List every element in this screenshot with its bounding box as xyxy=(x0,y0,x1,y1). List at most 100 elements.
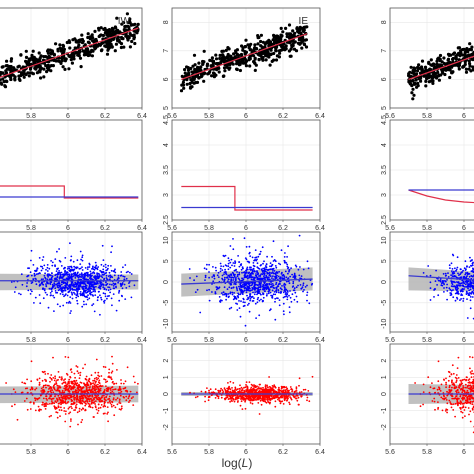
data-point xyxy=(113,270,115,273)
data-point xyxy=(186,66,190,70)
data-point xyxy=(248,310,251,313)
data-point xyxy=(437,74,441,78)
data-point xyxy=(100,275,102,277)
data-point xyxy=(248,54,253,58)
data-point xyxy=(89,406,92,408)
data-point xyxy=(69,376,72,379)
data-point xyxy=(79,267,82,270)
data-point xyxy=(38,284,41,287)
data-point xyxy=(101,244,104,247)
plot-area-row3-col2 xyxy=(172,232,320,332)
data-point xyxy=(58,46,62,50)
data-point xyxy=(84,400,87,403)
data-point xyxy=(215,286,218,288)
data-point xyxy=(199,65,203,69)
data-point xyxy=(304,286,307,288)
data-point xyxy=(34,409,37,412)
data-point xyxy=(260,298,262,301)
data-point xyxy=(437,279,440,282)
x-tick-label: 5.8 xyxy=(422,337,432,344)
data-point xyxy=(81,292,84,295)
data-point xyxy=(85,285,88,287)
data-point xyxy=(295,265,298,268)
data-point xyxy=(257,272,259,275)
data-point xyxy=(95,44,100,48)
data-point xyxy=(33,302,35,304)
data-point xyxy=(65,293,67,295)
data-point xyxy=(102,292,105,295)
data-point xyxy=(70,61,74,65)
data-point xyxy=(79,65,83,69)
data-point xyxy=(236,309,239,311)
x-tick-label: 5.6 xyxy=(167,225,177,232)
data-point xyxy=(436,284,438,286)
data-point xyxy=(81,419,84,421)
data-point xyxy=(93,276,95,278)
data-point xyxy=(189,277,191,279)
data-point xyxy=(54,265,56,268)
data-point xyxy=(205,268,208,271)
data-point xyxy=(292,285,295,288)
data-point xyxy=(258,253,261,256)
data-point xyxy=(208,271,210,273)
data-point xyxy=(253,279,256,281)
data-point xyxy=(239,60,243,64)
data-point xyxy=(204,279,206,281)
data-point xyxy=(222,291,225,294)
data-point xyxy=(68,406,71,409)
data-point xyxy=(34,274,36,277)
x-tick-label: 6.2 xyxy=(278,113,288,120)
data-point xyxy=(76,272,79,275)
data-point xyxy=(120,284,123,287)
data-point xyxy=(239,52,244,57)
data-point xyxy=(306,291,309,294)
data-point xyxy=(450,274,452,276)
data-point xyxy=(109,276,112,279)
data-point xyxy=(306,260,309,263)
data-point xyxy=(93,310,96,313)
data-point xyxy=(76,288,78,291)
data-point xyxy=(445,286,448,289)
data-point xyxy=(102,268,105,271)
data-point xyxy=(34,296,37,299)
data-point xyxy=(127,397,130,400)
data-point xyxy=(240,268,243,271)
data-point xyxy=(100,271,103,274)
data-point xyxy=(243,276,246,279)
data-point xyxy=(257,296,260,299)
data-point xyxy=(237,293,240,296)
data-point xyxy=(94,261,97,264)
x-tick-label: 6.2 xyxy=(100,337,110,344)
data-point xyxy=(105,277,108,279)
data-point xyxy=(104,292,107,295)
data-point xyxy=(234,283,237,286)
data-point xyxy=(11,405,13,408)
data-point xyxy=(273,259,276,261)
data-point xyxy=(462,297,465,300)
data-point xyxy=(126,24,130,28)
data-point xyxy=(99,26,103,30)
data-point xyxy=(60,271,63,274)
data-point xyxy=(66,274,68,276)
data-point xyxy=(468,289,470,292)
data-point xyxy=(109,399,111,402)
data-point xyxy=(259,288,262,291)
data-point xyxy=(452,275,454,278)
data-point xyxy=(456,256,459,259)
data-point xyxy=(268,288,270,291)
data-point xyxy=(213,277,216,280)
data-point xyxy=(226,52,230,57)
data-point xyxy=(238,271,241,274)
data-point xyxy=(51,287,53,290)
data-point xyxy=(283,288,286,291)
data-point xyxy=(269,275,272,278)
data-point xyxy=(128,281,131,283)
data-point xyxy=(22,71,26,76)
data-point xyxy=(38,381,41,384)
data-point xyxy=(228,307,231,310)
data-point xyxy=(463,275,466,278)
data-point xyxy=(183,71,187,75)
data-point xyxy=(274,273,277,276)
data-point xyxy=(466,275,468,277)
data-point xyxy=(63,295,65,298)
